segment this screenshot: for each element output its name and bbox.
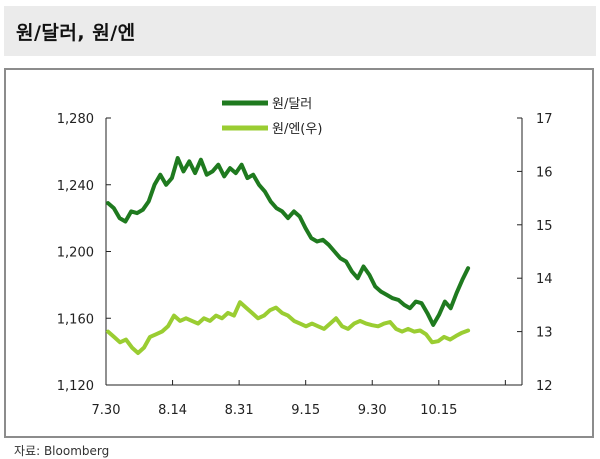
y-right-tick-label: 17 (536, 112, 553, 127)
series-line-krw-jpy (106, 300, 471, 355)
x-tick-label: 8.31 (225, 403, 254, 418)
axes-layer: 1,120 1,160 1,200 1,240 1,280 12 13 14 15 16 17 7.3… (57, 112, 553, 418)
y-right-tick-label: 15 (536, 219, 553, 234)
x-tick-label: 9.15 (291, 403, 320, 418)
legend: 원/달러원/엔(우) (222, 97, 322, 137)
x-tick-label: 7.30 (92, 403, 121, 418)
legend-label: 원/엔(우) (272, 122, 322, 137)
y-left-tick-label: 1,280 (57, 112, 94, 127)
x-tick-label: 8.14 (158, 403, 187, 418)
y-right-tick-label: 16 (536, 165, 553, 180)
y-left-tick-label: 1,200 (57, 246, 94, 261)
y-right-tick-label: 14 (536, 272, 553, 287)
legend-label: 원/달러 (272, 97, 312, 112)
x-tick-label: 10.15 (420, 403, 457, 418)
source-note: 자료: Bloomberg (14, 444, 110, 458)
series-layer (106, 156, 471, 355)
y-left-tick-label: 1,120 (57, 379, 94, 394)
y-right-tick-label: 13 (536, 326, 553, 341)
title-bar: 원/달러, 원/엔 (4, 6, 596, 56)
y-left-tick-label: 1,160 (57, 312, 94, 327)
line-chart: 1,120 1,160 1,200 1,240 1,280 12 13 14 15 16 17 7.3… (57, 97, 553, 418)
y-right-tick-label: 12 (536, 379, 553, 394)
chart-title: 원/달러, 원/엔 (16, 22, 136, 44)
y-left-tick-label: 1,240 (57, 179, 94, 194)
chart-frame: 1,120 1,160 1,200 1,240 1,280 12 13 14 15 16 17 7.3… (4, 68, 594, 438)
series-line-krw-usd (106, 156, 471, 327)
x-tick-label: 9.30 (358, 403, 387, 418)
